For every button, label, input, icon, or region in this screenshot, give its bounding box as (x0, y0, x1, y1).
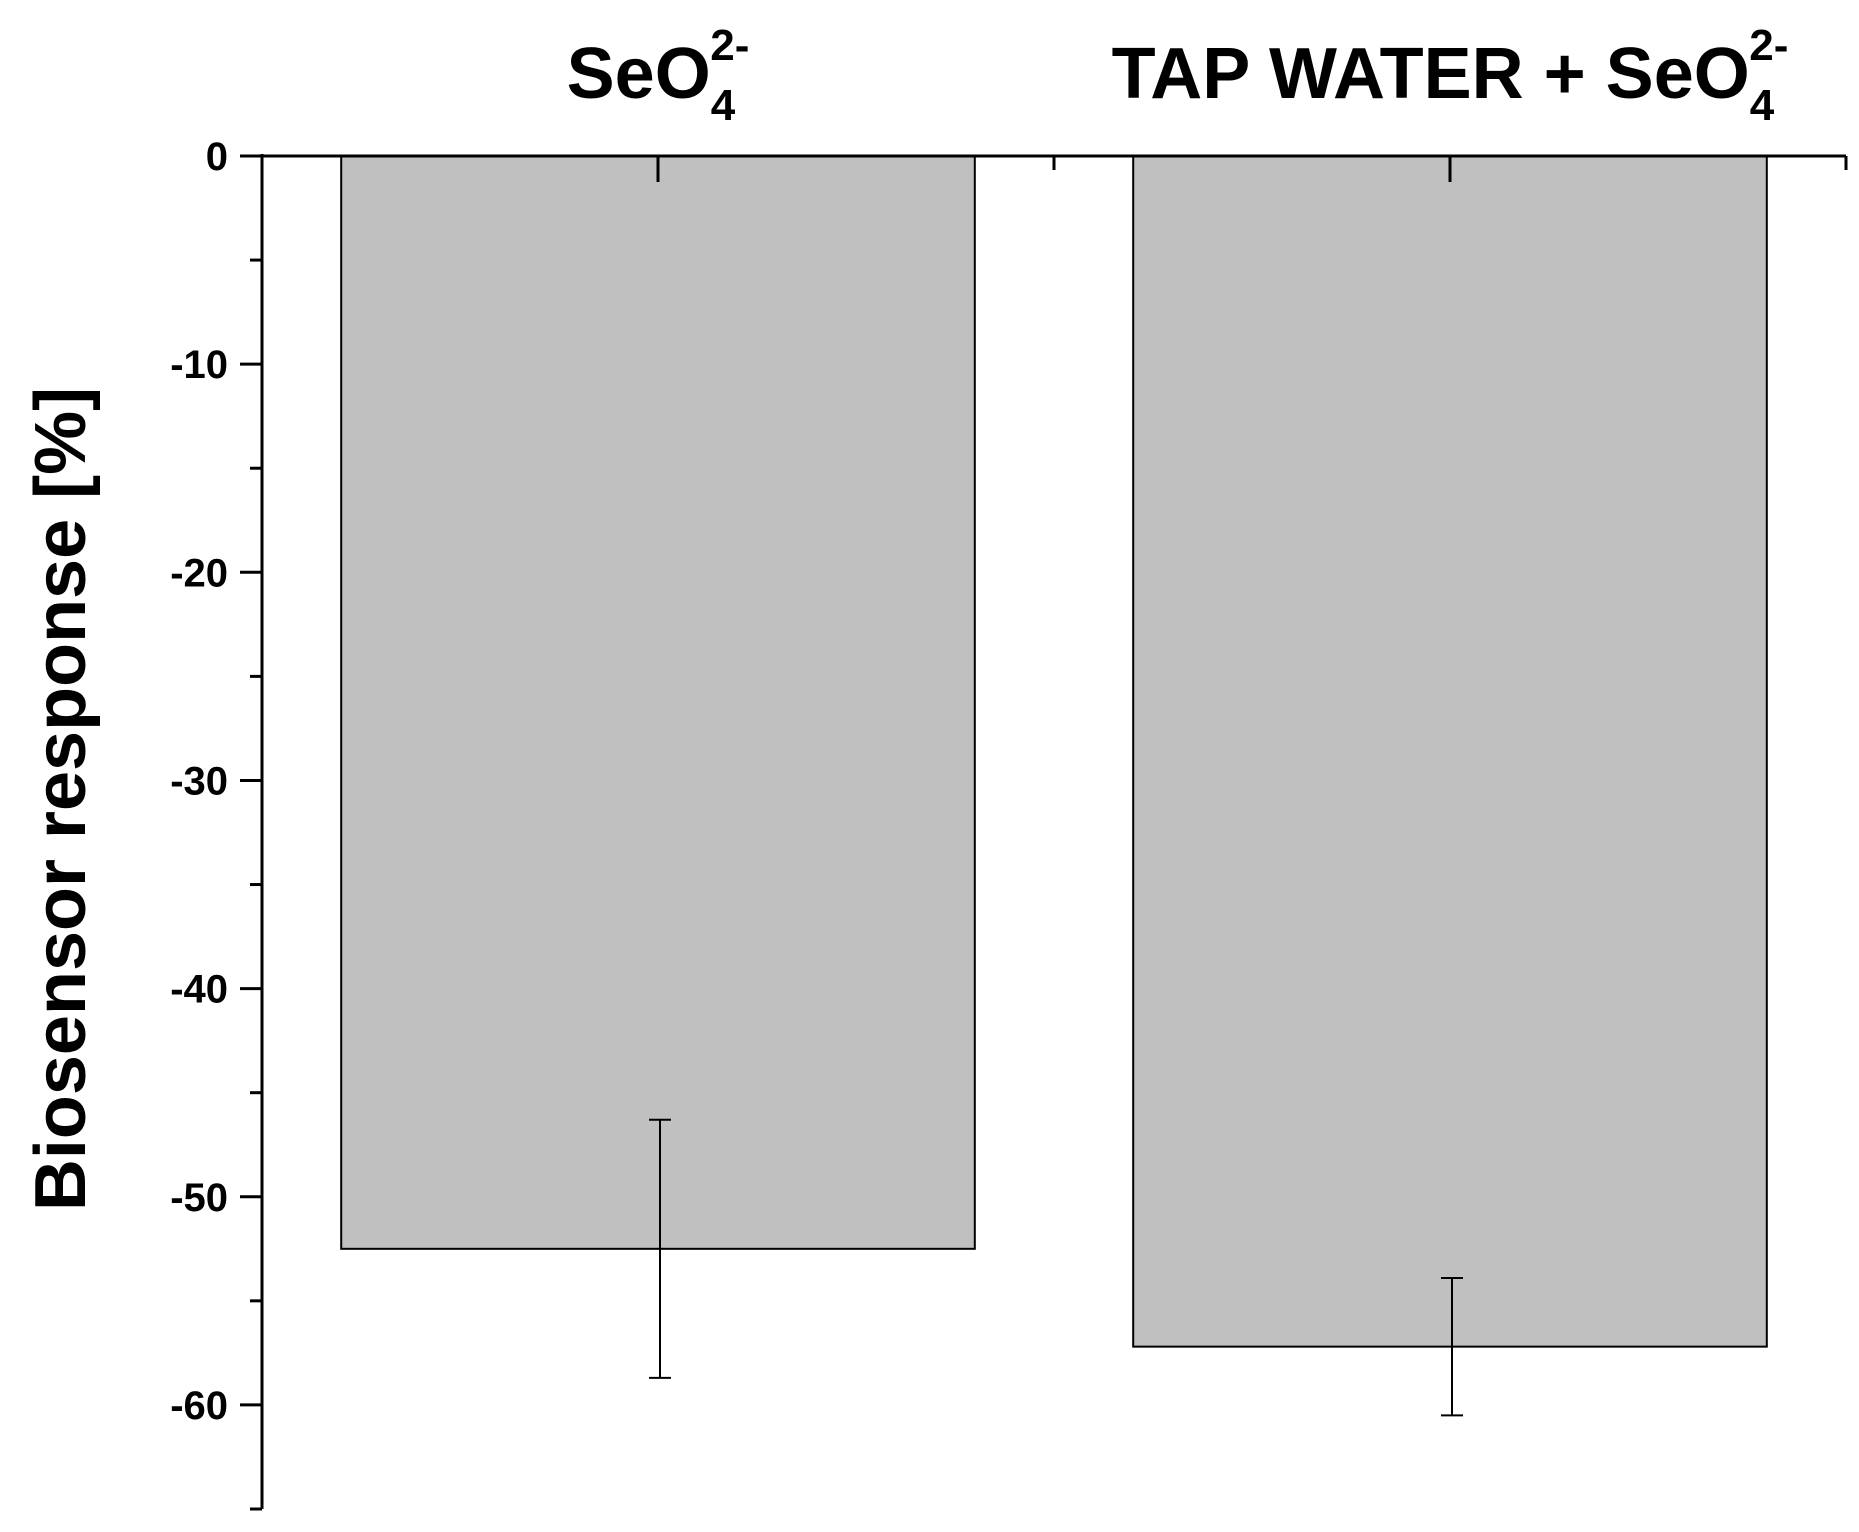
y-tick-label: -20 (170, 551, 228, 595)
category-label: TAP WATER + SeO4 2- (1112, 21, 1789, 130)
category-label: SeO4 2- (567, 21, 750, 130)
y-ticks-group: 0 -10 -20 -30 -40 -50 -60 (170, 135, 262, 1511)
y-tick-label: -60 (170, 1384, 228, 1428)
category-labels-group: SeO42- TAP WATER + SeO42- (567, 21, 1789, 130)
bars-group (340, 155, 1768, 1348)
bar (1132, 155, 1768, 1348)
y-tick-label: -30 (170, 759, 228, 803)
bar (340, 155, 976, 1250)
axes-group (260, 154, 1848, 1509)
category-label-main: TAP WATER + SeO (1112, 34, 1750, 114)
y-tick-label: 0 (206, 135, 228, 179)
y-tick-label: -50 (170, 1176, 228, 1220)
category-label-subscript: 4 (1750, 81, 1775, 130)
category-label-main: SeO (567, 34, 711, 114)
error-bars-group (649, 1118, 1463, 1417)
y-tick-label: -10 (170, 343, 228, 387)
y-tick-label: -40 (170, 968, 228, 1012)
y-axis-label: Biosensor response [%] (21, 387, 101, 1211)
category-label-superscript: 2- (710, 21, 749, 70)
category-label-superscript: 2- (1749, 21, 1788, 70)
category-label-subscript: 4 (711, 81, 736, 130)
